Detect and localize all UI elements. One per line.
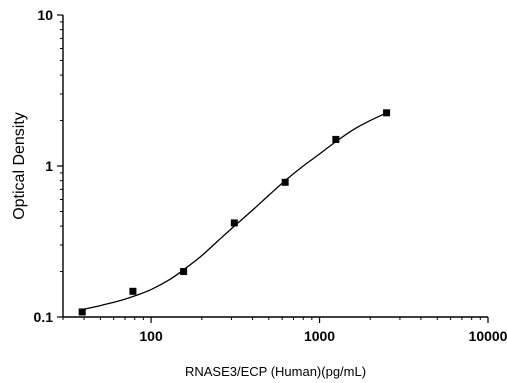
x-tick-label: 10000 (469, 328, 507, 344)
y-tick-label: 0.1 (34, 309, 54, 325)
x-tick-label: 1000 (304, 328, 335, 344)
data-point (180, 268, 188, 276)
axis-ticks (57, 14, 489, 323)
data-point (281, 178, 289, 186)
data-point (332, 135, 340, 143)
data-point (230, 219, 238, 227)
fit-curve (82, 112, 387, 311)
x-axis-title: RNASE3/ECP (Human)(pg/mL) (185, 364, 366, 379)
data-points (78, 109, 391, 316)
y-axis-title: Optical Density (11, 112, 28, 220)
axes (62, 15, 488, 318)
data-point (383, 109, 391, 117)
y-tick-label: 1 (45, 158, 53, 174)
x-tick-label: 100 (139, 328, 163, 344)
y-tick-label: 10 (37, 7, 53, 23)
tick-labels: 100 1000 10000 0.1 1 10 (34, 7, 507, 344)
data-point (78, 308, 86, 316)
data-point (129, 287, 137, 295)
